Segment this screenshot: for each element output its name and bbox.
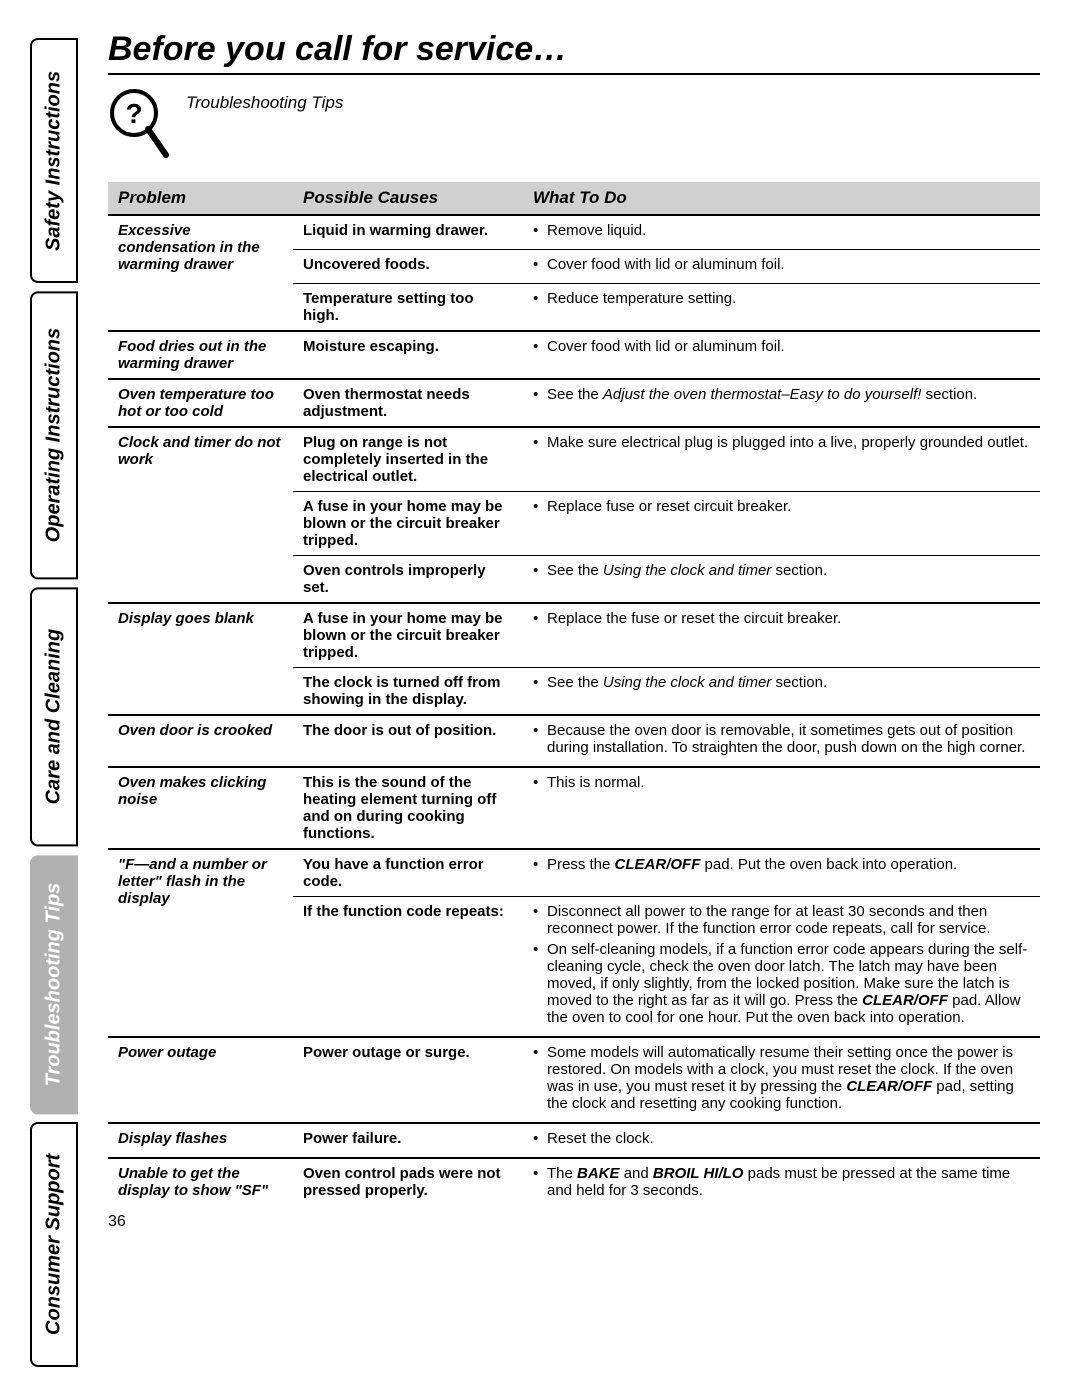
cause-cell: A fuse in your home may be blown or the … (293, 492, 523, 556)
action-item: This is normal. (533, 774, 1030, 791)
action-cell: This is normal. (523, 767, 1040, 849)
action-cell: Remove liquid. (523, 215, 1040, 250)
action-item: Replace fuse or reset circuit breaker. (533, 498, 1030, 515)
table-header-row: Problem Possible Causes What To Do (108, 182, 1040, 215)
page-number: 36 (108, 1209, 1040, 1231)
subtitle-text: Troubleshooting Tips (186, 87, 343, 113)
cause-cell: You have a function error code. (293, 849, 523, 897)
table-row: Oven temperature too hot or too coldOven… (108, 379, 1040, 427)
table-row: Clock and timer do not workPlug on range… (108, 427, 1040, 492)
col-causes: Possible Causes (293, 182, 523, 215)
action-cell: Cover food with lid or aluminum foil. (523, 331, 1040, 379)
problem-cell: Clock and timer do not work (108, 427, 293, 603)
action-cell: Because the oven door is removable, it s… (523, 715, 1040, 767)
problem-cell: Oven door is crooked (108, 715, 293, 767)
subtitle-row: ? Troubleshooting Tips (108, 87, 1040, 162)
action-cell: Reduce temperature setting. (523, 284, 1040, 332)
table-row: Oven door is crookedThe door is out of p… (108, 715, 1040, 767)
problem-cell: Power outage (108, 1037, 293, 1123)
action-cell: The BAKE and BROIL HI/LO pads must be pr… (523, 1158, 1040, 1209)
action-item: Because the oven door is removable, it s… (533, 722, 1030, 756)
action-item: On self-cleaning models, if a function e… (533, 941, 1030, 1026)
cause-cell: Temperature setting too high. (293, 284, 523, 332)
table-row: Food dries out in the warming drawerMois… (108, 331, 1040, 379)
action-cell: Replace fuse or reset circuit breaker. (523, 492, 1040, 556)
action-item: Disconnect all power to the range for at… (533, 903, 1030, 937)
action-item: The BAKE and BROIL HI/LO pads must be pr… (533, 1165, 1030, 1199)
sidebar-tab-safety[interactable]: Safety Instructions (30, 38, 78, 283)
troubleshooting-table: Problem Possible Causes What To Do Exces… (108, 182, 1040, 1209)
cause-cell: Uncovered foods. (293, 250, 523, 284)
cause-cell: Moisture escaping. (293, 331, 523, 379)
action-cell: See the Adjust the oven thermostat–Easy … (523, 379, 1040, 427)
sidebar-tab-trouble[interactable]: Troubleshooting Tips (30, 855, 78, 1114)
action-cell: Cover food with lid or aluminum foil. (523, 250, 1040, 284)
problem-cell: "F—and a number or letter" flash in the … (108, 849, 293, 1037)
action-item: Cover food with lid or aluminum foil. (533, 338, 1030, 355)
table-row: "F—and a number or letter" flash in the … (108, 849, 1040, 897)
problem-cell: Food dries out in the warming drawer (108, 331, 293, 379)
sidebar-tab-operating[interactable]: Operating Instructions (30, 291, 78, 579)
table-row: Display flashesPower failure. Reset the c… (108, 1123, 1040, 1158)
problem-cell: Unable to get the display to show "SF" (108, 1158, 293, 1209)
table-row: Power outagePower outage or surge.Some m… (108, 1037, 1040, 1123)
action-item: Reduce temperature setting. (533, 290, 1030, 307)
action-item: Press the CLEAR/OFF pad. Put the oven ba… (533, 856, 1030, 873)
cause-cell: Plug on range is not completely inserted… (293, 427, 523, 492)
cause-cell: If the function code repeats: (293, 897, 523, 1038)
magnifier-question-icon: ? (108, 87, 170, 162)
action-cell: Make sure electrical plug is plugged int… (523, 427, 1040, 492)
cause-cell: The door is out of position. (293, 715, 523, 767)
col-problem: Problem (108, 182, 293, 215)
problem-cell: Display flashes (108, 1123, 293, 1158)
problem-cell: Excessive condensation in the warming dr… (108, 215, 293, 331)
cause-cell: Power outage or surge. (293, 1037, 523, 1123)
problem-cell: Oven temperature too hot or too cold (108, 379, 293, 427)
cause-cell: Oven control pads were not pressed prope… (293, 1158, 523, 1209)
cause-cell: Oven controls improperly set. (293, 556, 523, 604)
main-content: Before you call for service… ? Troublesh… (78, 0, 1080, 1397)
table-row: Excessive condensation in the warming dr… (108, 215, 1040, 250)
action-cell: Reset the clock. (523, 1123, 1040, 1158)
col-action: What To Do (523, 182, 1040, 215)
action-item: Reset the clock. (533, 1130, 1030, 1147)
action-cell: See the Using the clock and timer sectio… (523, 668, 1040, 716)
action-item: Cover food with lid or aluminum foil. (533, 256, 1030, 273)
action-cell: Replace the fuse or reset the circuit br… (523, 603, 1040, 668)
action-cell: Disconnect all power to the range for at… (523, 897, 1040, 1038)
cause-cell: Oven thermostat needs adjustment. (293, 379, 523, 427)
problem-cell: Oven makes clicking noise (108, 767, 293, 849)
table-row: Display goes blankA fuse in your home ma… (108, 603, 1040, 668)
action-item: See the Using the clock and timer sectio… (533, 674, 1030, 691)
cause-cell: Power failure. (293, 1123, 523, 1158)
action-item: Replace the fuse or reset the circuit br… (533, 610, 1030, 627)
action-item: See the Adjust the oven thermostat–Easy … (533, 386, 1030, 403)
action-item: Remove liquid. (533, 222, 1030, 239)
cause-cell: The clock is turned off from showing in … (293, 668, 523, 716)
cause-cell: This is the sound of the heating element… (293, 767, 523, 849)
table-row: Unable to get the display to show "SF"Ov… (108, 1158, 1040, 1209)
sidebar-tab-consumer[interactable]: Consumer Support (30, 1122, 78, 1367)
action-item: See the Using the clock and timer sectio… (533, 562, 1030, 579)
action-item: Some models will automatically resume th… (533, 1044, 1030, 1112)
action-cell: See the Using the clock and timer sectio… (523, 556, 1040, 604)
cause-cell: Liquid in warming drawer. (293, 215, 523, 250)
cause-cell: A fuse in your home may be blown or the … (293, 603, 523, 668)
page-title: Before you call for service… (108, 30, 1040, 75)
action-cell: Press the CLEAR/OFF pad. Put the oven ba… (523, 849, 1040, 897)
svg-text:?: ? (125, 98, 142, 129)
problem-cell: Display goes blank (108, 603, 293, 715)
sidebar-tabs: Safety Instructions Operating Instruction… (0, 0, 78, 1397)
action-item: Make sure electrical plug is plugged int… (533, 434, 1030, 451)
action-cell: Some models will automatically resume th… (523, 1037, 1040, 1123)
table-row: Oven makes clicking noiseThis is the sou… (108, 767, 1040, 849)
sidebar-tab-care[interactable]: Care and Cleaning (30, 587, 78, 846)
